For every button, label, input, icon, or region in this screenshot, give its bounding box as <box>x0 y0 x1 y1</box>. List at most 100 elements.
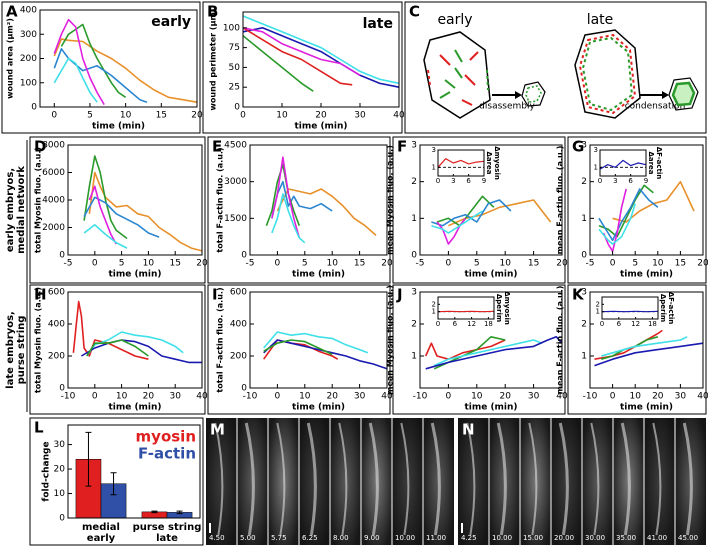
y-tick-label: 8000 <box>42 141 65 151</box>
x-tick-label: 5 <box>632 259 638 269</box>
y-tick-label: 1 <box>581 352 587 362</box>
x-tick-label: 20 <box>143 392 155 402</box>
x-tick-label: 6 <box>617 320 622 328</box>
fluorescence <box>430 422 441 536</box>
y-tick-label: 1 <box>432 163 436 171</box>
series-line <box>271 180 333 219</box>
y-tick-label: 400 <box>48 320 65 330</box>
series-line <box>598 184 654 238</box>
inset-label: Δmyosin <box>503 291 511 325</box>
series-line <box>242 15 400 85</box>
cell-outline <box>668 77 699 111</box>
series-line <box>53 38 198 103</box>
inset-axes <box>437 296 495 320</box>
diagram-title: late <box>587 12 614 28</box>
error-bar <box>176 510 183 515</box>
frame-time: 30.00 <box>585 534 605 542</box>
panel-frame <box>29 417 204 546</box>
panel-frame <box>392 136 566 284</box>
x-tick-label: 5 <box>119 259 125 269</box>
y-tick-label: 1 <box>432 308 436 316</box>
y-tick-label: 20 <box>54 465 66 475</box>
arrow-label: condensation <box>625 102 686 112</box>
x-tick-label: -10 <box>413 392 428 402</box>
axes <box>67 144 203 256</box>
y-tick-label: 200 <box>230 352 247 362</box>
x-tick-label: 20 <box>326 392 338 402</box>
x-tick-label: -10 <box>583 392 598 402</box>
series-line <box>242 35 314 92</box>
frame-time: 41.00 <box>647 534 667 542</box>
x-tick-label: -5 <box>246 259 255 269</box>
frame-time: 5.00 <box>240 534 256 542</box>
x-tick-label: 30 <box>528 392 540 402</box>
series-line <box>425 336 563 370</box>
cell-outline <box>521 81 546 107</box>
x-tick-label: 20 <box>315 111 327 121</box>
panel-frame <box>1 1 201 134</box>
frame-time: 5.75 <box>271 534 287 542</box>
panel-letter: B <box>207 3 218 21</box>
panel-frame <box>29 136 206 284</box>
x-tick-label: -5 <box>64 259 73 269</box>
y-tick-label: 1500 <box>224 214 247 224</box>
series-line <box>88 171 203 252</box>
fluorescence <box>214 422 224 536</box>
y-tick-label: 100 <box>20 78 37 88</box>
x-axis-label: time (min) <box>620 270 673 280</box>
frame-time: 4.25 <box>461 534 477 542</box>
panel-title: early <box>151 14 191 30</box>
y-tick-label: 3 <box>581 288 587 298</box>
x-tick-label: 0 <box>92 259 98 269</box>
fluorescence <box>368 422 379 536</box>
series-line <box>271 193 306 244</box>
axes <box>419 291 563 389</box>
inset-label: Δmyosin <box>493 146 501 180</box>
row-label: early embryos, <box>5 168 16 252</box>
y-tick-label: 0 <box>59 251 65 261</box>
x-tick-label: 20 <box>697 259 708 269</box>
x-tick-sublabel: late <box>156 533 178 544</box>
series-line <box>431 199 512 227</box>
axes <box>249 144 388 256</box>
series-line <box>80 339 202 364</box>
x-tick-label: 10 <box>276 111 288 121</box>
panel-letter: N <box>462 421 475 439</box>
series-line <box>83 155 128 240</box>
axes <box>249 291 388 389</box>
y-tick-label: 25 <box>229 83 240 93</box>
axes <box>67 424 201 519</box>
fluorescence <box>652 422 662 536</box>
x-tick-label: 0 <box>446 392 452 402</box>
x-tick-label: 40 <box>556 392 568 402</box>
series-line <box>265 163 301 226</box>
frame-time: 6.25 <box>302 534 318 542</box>
x-tick-label: 10 <box>299 392 311 402</box>
y-tick-label: 0 <box>241 251 247 261</box>
y-tick-label: 2 <box>411 177 417 187</box>
series-line <box>83 224 128 249</box>
frame-time: 15.00 <box>523 534 543 542</box>
series-line <box>271 156 301 239</box>
panel-frame <box>202 1 403 134</box>
y-tick-label: 3 <box>581 141 587 151</box>
x-tick-label: 0 <box>240 111 246 121</box>
y-axis-label: mean Myosin fluo. (a.u.) <box>386 285 395 395</box>
x-axis-label: time (min) <box>464 270 517 280</box>
x-tick-label: 6 <box>453 320 458 328</box>
series-line <box>424 339 506 360</box>
panel-letter: E <box>212 138 222 156</box>
legend-entry: F-actin <box>138 445 196 463</box>
x-tick-label: 15 <box>675 259 686 269</box>
x-axis-label: time (min) <box>620 403 673 413</box>
series-line <box>431 210 483 234</box>
y-axis-label: total Myosin fluo. (a.u.) <box>34 147 43 253</box>
x-tick-label: 0 <box>51 111 57 121</box>
arrowhead <box>662 91 669 99</box>
series-line <box>242 27 353 86</box>
panel-frame <box>207 284 391 415</box>
frame-time: 9.00 <box>364 534 380 542</box>
x-tick-label: 0 <box>610 259 616 269</box>
x-tick-label: 0 <box>610 392 616 402</box>
inset-label: Δarea <box>485 151 493 174</box>
